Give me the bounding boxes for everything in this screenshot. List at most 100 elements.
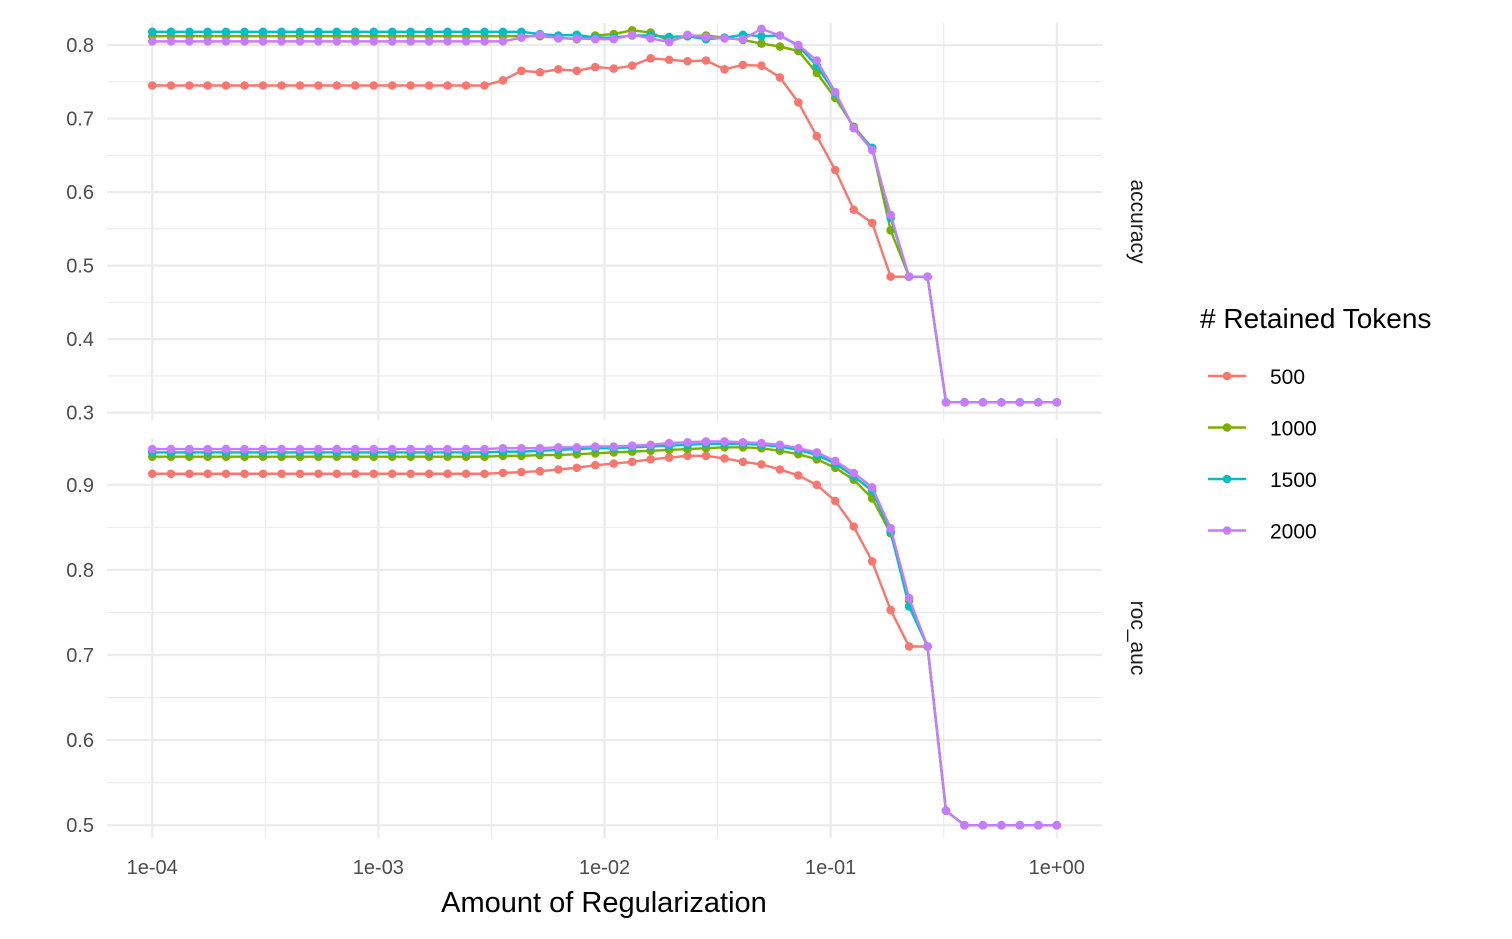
data-point: [517, 443, 526, 453]
y-tick-label: 0.9: [66, 475, 94, 497]
data-point: [443, 27, 452, 37]
data-point: [775, 73, 785, 82]
data-point: [166, 81, 176, 90]
data-point: [406, 81, 415, 90]
data-point: [590, 62, 600, 72]
data-point: [203, 81, 213, 90]
data-point: [867, 557, 877, 566]
data-point: [627, 61, 637, 70]
data-point: [406, 37, 415, 46]
data-point: [258, 469, 268, 479]
data-point: [720, 65, 729, 74]
data-point: [480, 27, 489, 37]
data-point: [978, 398, 988, 407]
data-point: [701, 56, 711, 65]
data-point: [277, 37, 286, 46]
legend-entry-500: 500: [1208, 366, 1305, 389]
data-point: [775, 465, 785, 474]
data-point: [664, 37, 674, 47]
data-point: [683, 56, 692, 66]
data-point: [517, 33, 526, 43]
y-tick-label: 0.8: [66, 35, 94, 57]
x-tick-label: 1e-02: [579, 857, 630, 879]
data-point: [738, 60, 748, 70]
data-point: [221, 444, 231, 454]
data-point: [535, 466, 545, 476]
data-point: [166, 27, 176, 37]
x-tick-label: 1e+00: [1029, 857, 1085, 879]
data-point: [350, 469, 360, 479]
data-point: [646, 53, 655, 63]
data-point: [646, 34, 655, 43]
data-point: [443, 469, 452, 479]
data-point: [221, 469, 231, 479]
data-point: [941, 806, 951, 816]
data-point: [166, 444, 176, 454]
data-point: [203, 37, 213, 46]
data-point: [590, 442, 600, 451]
data-point: [350, 81, 360, 90]
data-point: [627, 457, 637, 467]
data-point: [203, 469, 213, 479]
data-point: [794, 471, 803, 480]
data-point: [794, 40, 803, 50]
data-point: [609, 442, 619, 451]
data-point: [480, 444, 489, 454]
series-2000-roc_auc: [147, 437, 1062, 830]
data-point: [221, 37, 231, 46]
data-point: [424, 27, 434, 37]
legend-entry-1000: 1000: [1208, 418, 1317, 441]
data-point: [757, 61, 766, 70]
data-point: [277, 81, 286, 90]
data-point: [554, 65, 563, 74]
data-point: [812, 131, 822, 141]
data-point: [369, 37, 379, 46]
data-point: [240, 81, 249, 90]
y-tick-label: 0.7: [66, 109, 94, 131]
data-point: [240, 27, 249, 37]
data-point: [314, 37, 323, 46]
data-point: [1015, 398, 1025, 407]
data-point: [757, 31, 766, 41]
data-point: [369, 27, 379, 37]
data-point: [185, 27, 194, 37]
data-point: [794, 98, 803, 107]
data-point: [738, 34, 748, 44]
data-point: [424, 37, 434, 46]
panels-layer: 0.30.40.50.60.70.8accuracy0.50.60.70.80.…: [66, 23, 1149, 838]
data-point: [886, 605, 895, 615]
data-point: [147, 27, 157, 37]
data-point: [498, 468, 508, 478]
data-point: [683, 437, 692, 447]
data-point: [461, 81, 471, 90]
data-point: [498, 443, 508, 453]
y-tick-label: 0.6: [66, 730, 94, 752]
facet-strip-label: roc_auc: [1126, 601, 1149, 676]
data-point: [498, 37, 508, 46]
data-point: [794, 443, 803, 453]
data-point: [424, 444, 434, 454]
data-point: [166, 469, 176, 479]
data-point: [1034, 820, 1043, 830]
data-point: [757, 24, 766, 34]
data-point: [147, 444, 157, 454]
data-point: [203, 444, 213, 454]
data-point: [517, 27, 526, 37]
data-point: [664, 55, 674, 65]
legend-key-point: [1222, 371, 1232, 381]
x-tick-label: 1e-04: [127, 857, 178, 879]
data-point: [406, 27, 415, 37]
legend-entry-1500: 1500: [1208, 469, 1317, 492]
data-point: [664, 453, 674, 462]
data-point: [849, 522, 859, 531]
data-point: [572, 463, 582, 473]
data-point: [332, 444, 342, 454]
legend-label: 1500: [1270, 469, 1317, 492]
data-point: [443, 37, 452, 46]
data-point: [498, 27, 508, 37]
data-point: [572, 66, 582, 76]
data-point: [350, 27, 360, 37]
legend-label: 1000: [1270, 418, 1317, 441]
data-point: [1034, 398, 1043, 407]
